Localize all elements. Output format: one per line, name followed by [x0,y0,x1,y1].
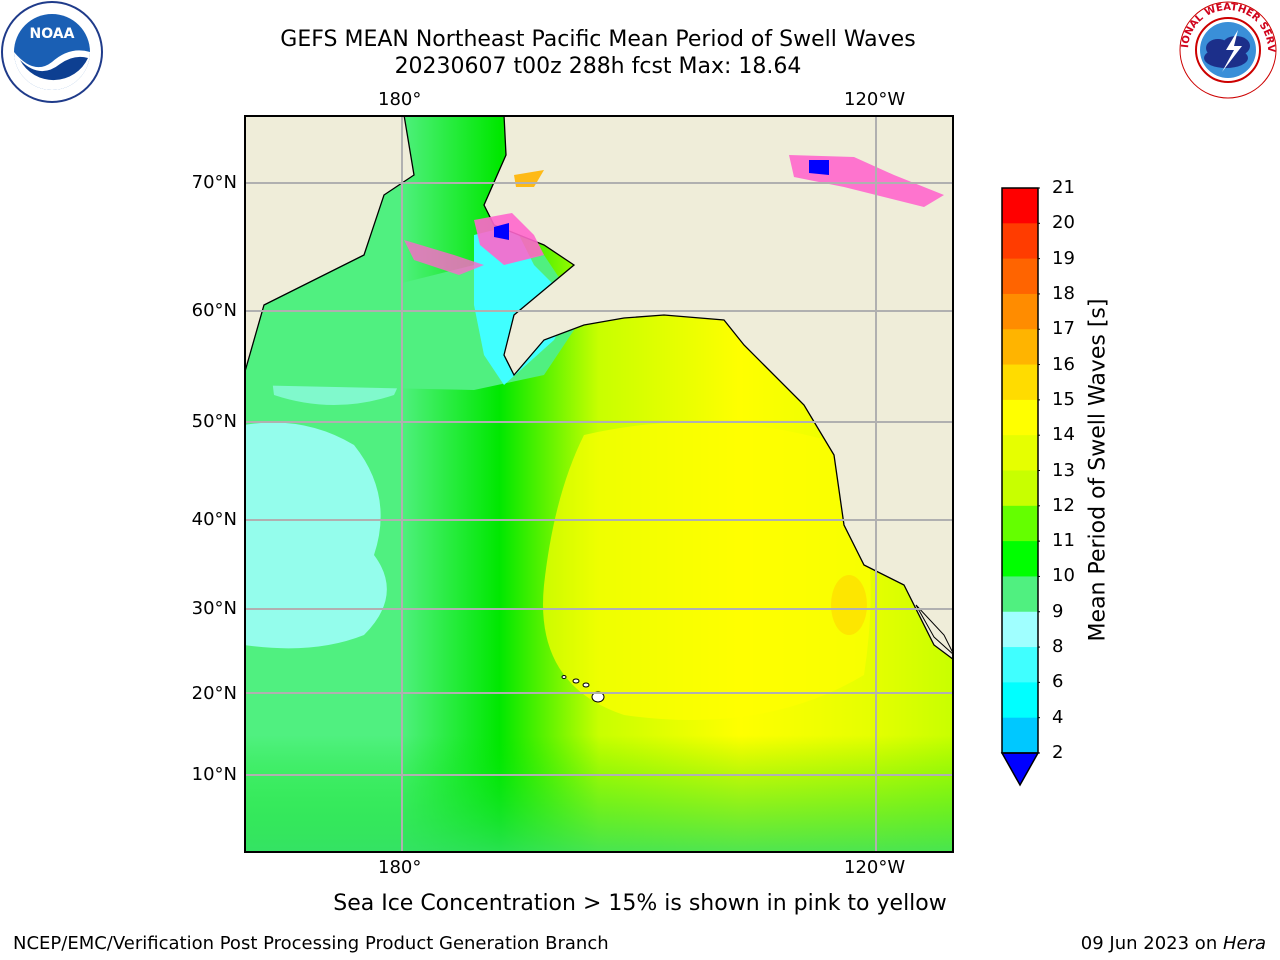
colorbar-tick-label: 14 [1052,424,1075,446]
colorbar-band [1002,682,1038,719]
colorbar-band [1002,541,1038,577]
lon-label-top-180: 180° [378,89,422,110]
colorbar-tick-label: 9 [1052,600,1064,622]
colorbar-tick-label: 11 [1052,530,1075,552]
colorbar-tick-label: 4 [1052,706,1064,728]
credit-text: NCEP/EMC/Verification Post Processing Pr… [13,933,609,954]
colorbar-tick-label: 12 [1052,494,1075,516]
southern-band [244,735,954,853]
lat-label-50n: 50°N [191,411,237,432]
land-baja [915,604,954,656]
colorbar-tick-label: 21 [1052,177,1075,198]
nws-logo: NATIONAL WEATHER SERVICE [1178,0,1277,99]
colorbar-tick-label: 13 [1052,459,1075,481]
lat-label-40n: 40°N [191,509,237,530]
bering-cyan [474,225,574,385]
sea-ice-patch-5 [404,240,484,275]
colorbar-tick-label: 17 [1052,318,1075,340]
land-alaska-canada [483,115,954,661]
colorbar-band [1002,717,1038,754]
colorbar-band [1002,188,1038,224]
colorbar-band [1002,399,1038,436]
date-text: 09 Jun 2023 on [1080,933,1223,954]
map-panel [244,115,954,853]
colorbar-tick-label: 10 [1052,565,1075,587]
colorbar-band [1002,258,1038,295]
colorbar-band [1002,647,1038,683]
long-period-core [543,422,871,720]
colorbar-band [1002,329,1038,366]
lon-label-top-120w: 120°W [844,89,906,110]
colorbar-extend-arrow [1000,752,1040,787]
orange-spot [831,575,867,635]
lat-label-30n: 30°N [191,598,237,619]
lat-label-70n: 70°N [191,172,237,193]
colorbar-band [1002,293,1038,330]
colorbar-band [1002,364,1038,401]
colorbar-tick-label: 15 [1052,388,1075,410]
lat-label-20n: 20°N [191,683,237,704]
title-line-1: GEFS MEAN Northeast Pacific Mean Period … [280,27,916,52]
colorbar-band [1002,505,1038,542]
colorbar-tick-label: 8 [1052,636,1064,658]
hawaii-islands [561,675,605,703]
svg-text:NOAA: NOAA [30,26,75,42]
colorbar-band [1002,576,1038,613]
sea-ice-patch-4 [809,160,829,175]
colorbar-band [1002,223,1038,260]
graticule [244,115,954,853]
colorbar-tick-label: 16 [1052,353,1075,375]
colorbar-tick-label: 6 [1052,671,1064,693]
map-frame [244,115,954,853]
sea-ice-note: Sea Ice Concentration > 15% is shown in … [333,891,947,916]
lat-label-60n: 60°N [191,300,237,321]
land-asia [244,115,415,376]
sea-ice-patch-2 [494,223,509,240]
colorbar [1000,187,1040,787]
colorbar-band [1002,611,1038,648]
title-line-2: 20230607 t00z 288h fcst Max: 18.64 [394,54,802,79]
colorbar-tick-label: 18 [1052,282,1075,304]
machine-name: Hera [1222,933,1266,954]
noaa-logo: NOAA [1,1,103,103]
colorbar-title: Mean Period of Swell Waves [s] [1085,298,1111,642]
lat-label-10n: 10°N [191,764,237,785]
colorbar-band [1002,470,1038,507]
colorbar-tick-label: 2 [1052,742,1064,763]
date-stamp: 09 Jun 2023 on Hera [1081,933,1266,954]
colorbar-band [1002,435,1038,471]
colorbar-tick-label: 19 [1052,247,1075,269]
short-period-patch-west [244,422,387,649]
lon-label-bottom-120w: 120°W [844,857,906,878]
colorbar-tick-label: 20 [1052,212,1075,234]
lon-label-bottom-180: 180° [378,857,422,878]
